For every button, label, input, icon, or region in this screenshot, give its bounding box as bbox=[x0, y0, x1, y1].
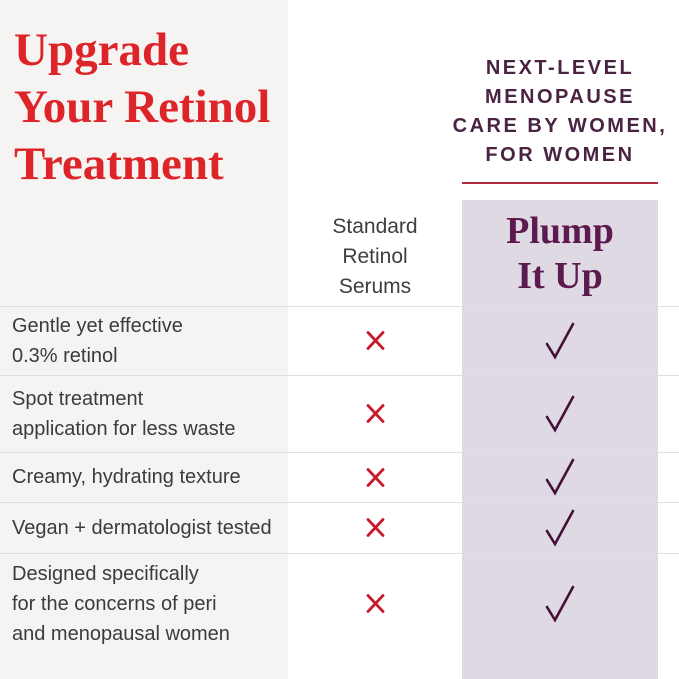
standard-cell bbox=[288, 306, 462, 375]
table-row: Designed specifically for the concerns o… bbox=[0, 553, 679, 654]
check-icon bbox=[545, 509, 575, 547]
feature-label: Spot treatment application for less wast… bbox=[12, 387, 236, 440]
cross-icon bbox=[366, 331, 384, 350]
row-divider bbox=[0, 375, 679, 376]
plump-cell bbox=[462, 375, 658, 452]
table-row: Spot treatment application for less wast… bbox=[0, 375, 679, 452]
plump-cell bbox=[462, 553, 658, 654]
check-icon bbox=[545, 585, 575, 623]
feature-label: Gentle yet effective 0.3% retinol bbox=[12, 314, 183, 367]
plump-cell bbox=[462, 502, 658, 553]
row-divider bbox=[0, 452, 679, 453]
table-row: Creamy, hydrating texture bbox=[0, 452, 679, 502]
feature-label: Vegan + dermatologist tested bbox=[12, 516, 272, 539]
tagline: NEXT-LEVEL MENOPAUSE CARE BY WOMEN, FOR … bbox=[452, 57, 668, 166]
check-icon bbox=[545, 322, 575, 360]
table-row: Vegan + dermatologist tested bbox=[0, 502, 679, 553]
plump-cell bbox=[462, 306, 658, 375]
page-title: Upgrade Your Retinol Treatment bbox=[14, 24, 271, 190]
column-header-plump-it-up: Plump It Up bbox=[506, 210, 614, 297]
tagline-underline bbox=[462, 182, 658, 184]
row-divider bbox=[0, 306, 679, 307]
plump-column-highlight bbox=[462, 200, 658, 679]
table-row: Gentle yet effective 0.3% retinol bbox=[0, 306, 679, 375]
standard-cell bbox=[288, 553, 462, 654]
feature-label: Designed specifically for the concerns o… bbox=[12, 562, 230, 645]
feature-label: Creamy, hydrating texture bbox=[12, 466, 241, 488]
standard-cell bbox=[288, 452, 462, 502]
standard-cell bbox=[288, 375, 462, 452]
cross-icon bbox=[366, 594, 384, 613]
cross-icon bbox=[366, 518, 384, 537]
cross-icon bbox=[366, 404, 384, 423]
standard-cell bbox=[288, 502, 462, 553]
column-header-standard: Standard Retinol Serums bbox=[332, 215, 418, 298]
row-divider bbox=[0, 553, 679, 554]
check-icon bbox=[545, 395, 575, 433]
check-icon bbox=[545, 458, 575, 496]
plump-cell bbox=[462, 452, 658, 502]
row-divider bbox=[0, 502, 679, 503]
cross-icon bbox=[366, 467, 384, 487]
